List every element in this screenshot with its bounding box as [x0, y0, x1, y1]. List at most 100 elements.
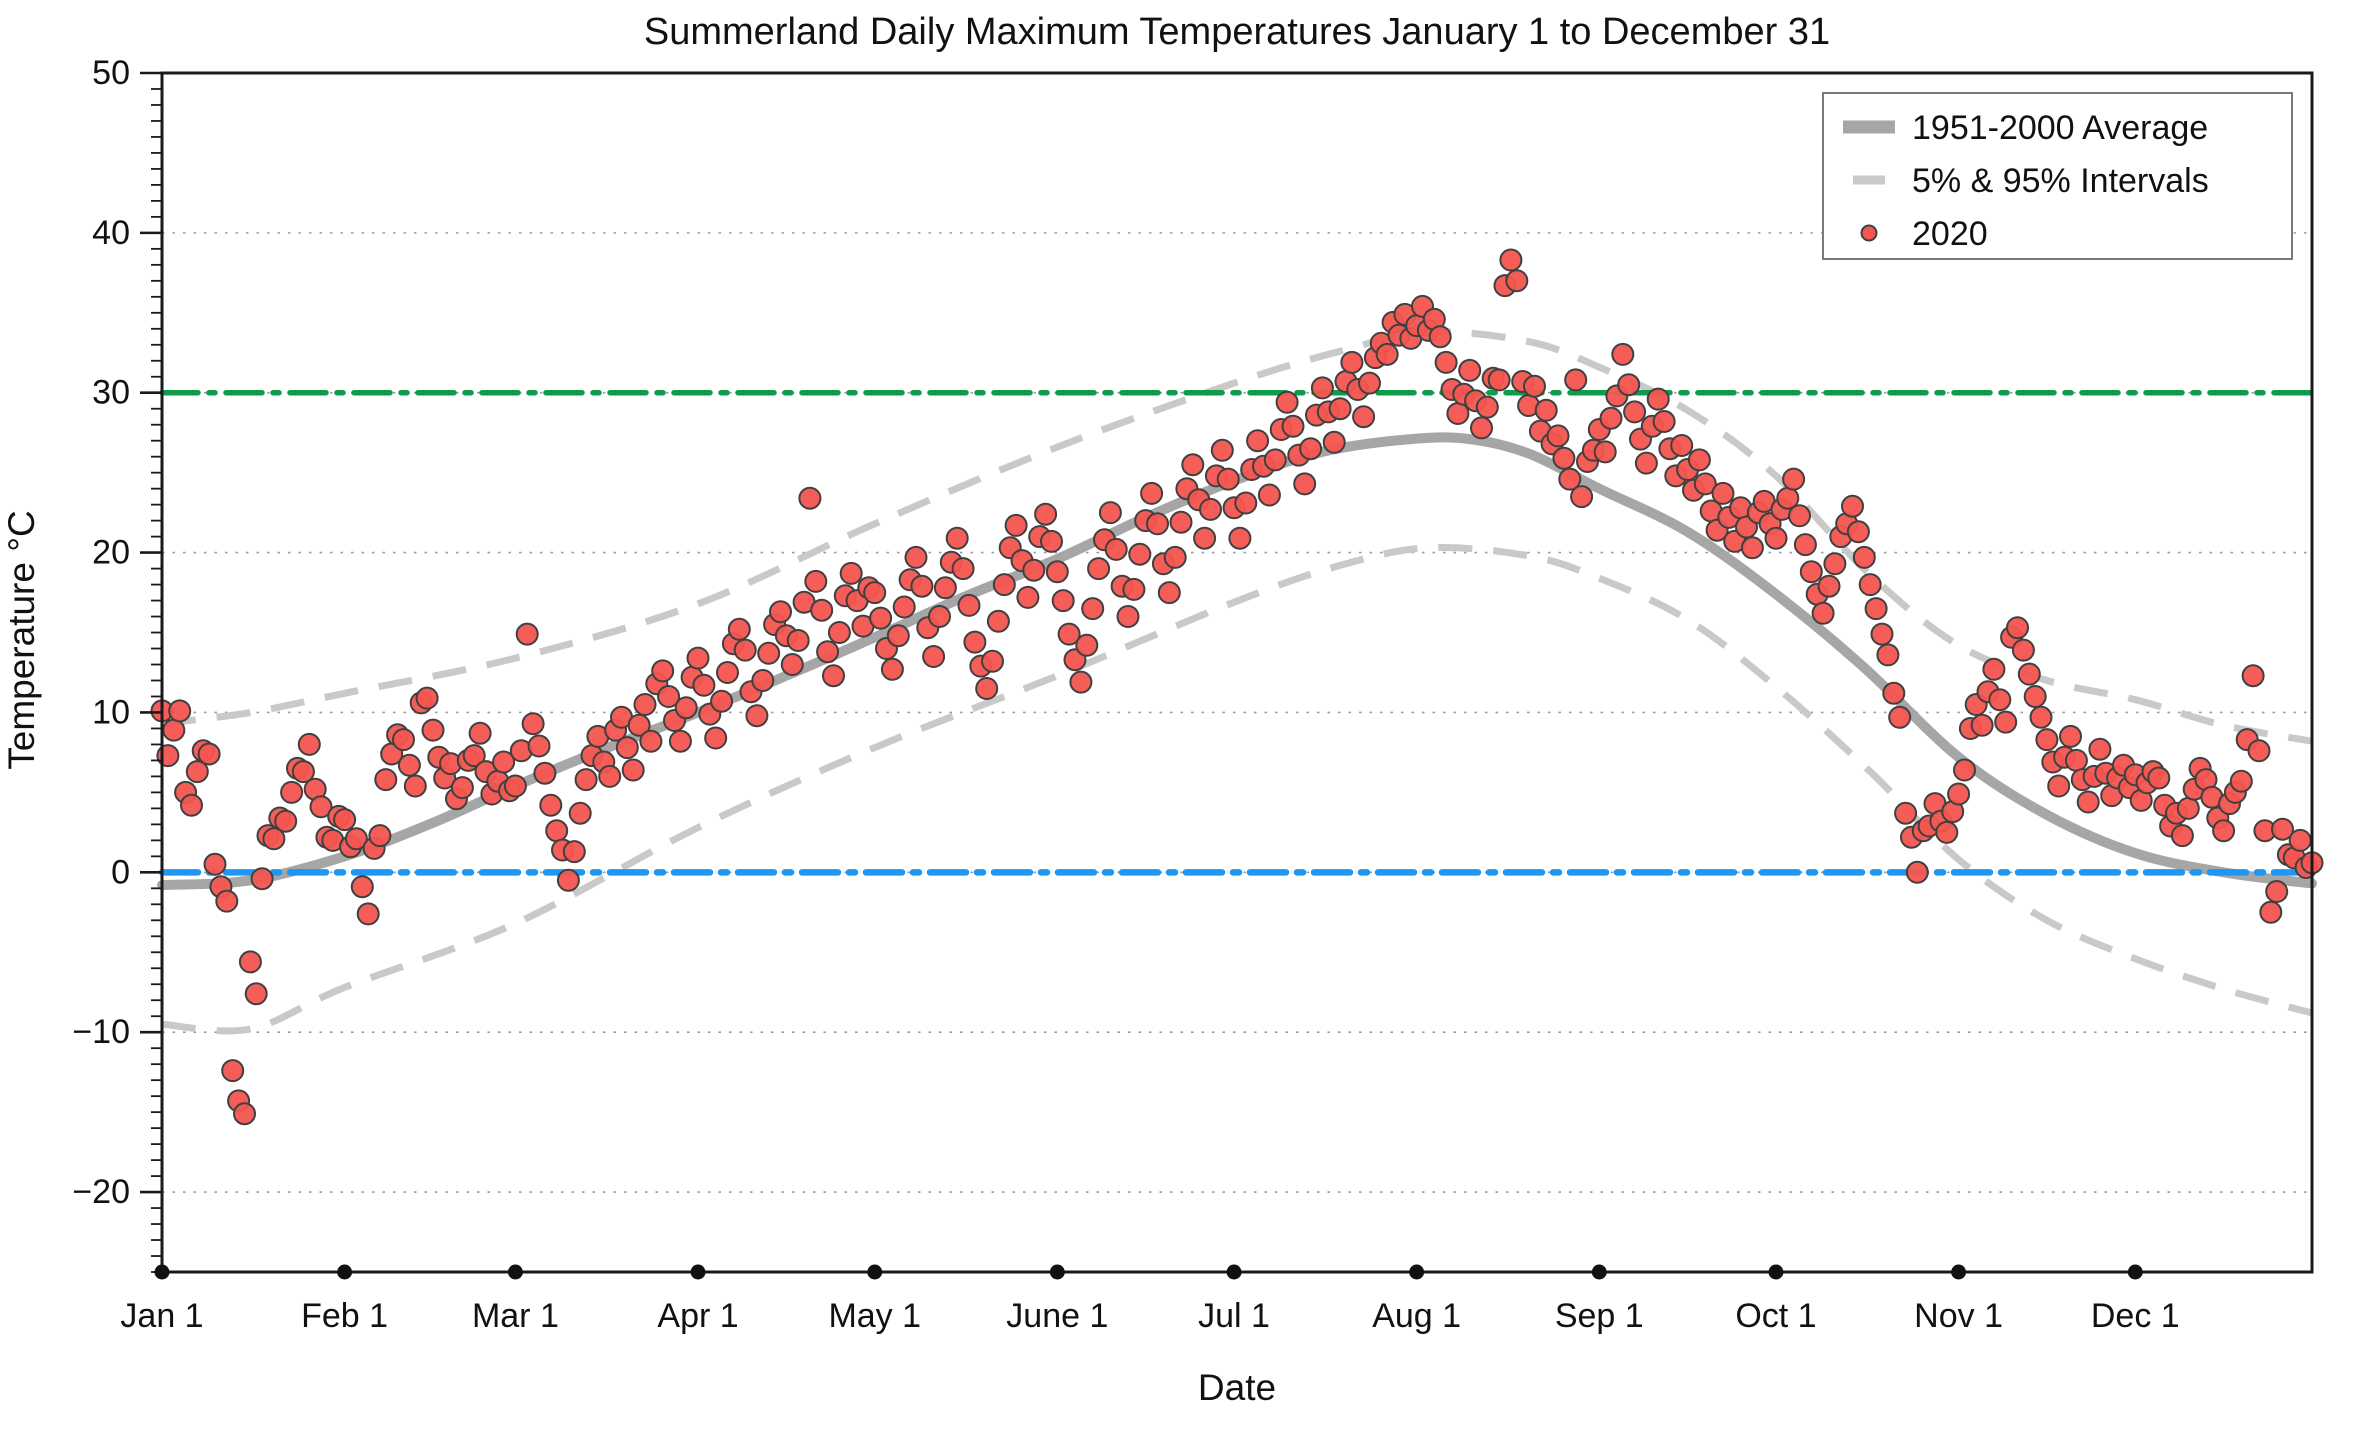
scatter-point: [2288, 828, 2312, 852]
scatter-point: [1051, 589, 1075, 613]
legend-swatch-2020-dot: [1860, 224, 1878, 242]
scatter-point: [238, 950, 262, 974]
x-tick-label: Dec 1: [2091, 1297, 2180, 1335]
scatter-point: [816, 640, 840, 664]
scatter-point: [1310, 376, 1334, 400]
scatter-point: [1982, 657, 2006, 681]
lower-5-interval-curve: [161, 543, 2313, 1035]
scatter-point: [1475, 395, 1499, 419]
scatter-point: [704, 726, 728, 750]
scatter-point: [710, 689, 734, 713]
scatter-point: [1811, 601, 1835, 625]
scatter-point: [197, 742, 221, 766]
scatter-point: [1988, 688, 2012, 712]
month-dot: [2127, 1264, 2143, 1280]
month-dot: [154, 1264, 170, 1280]
scatter-point: [1263, 448, 1287, 472]
scatter-point: [1994, 710, 2018, 734]
scatter-point: [1935, 820, 1959, 844]
scatter-point: [162, 718, 186, 742]
scatter-point: [1894, 801, 1918, 825]
scatter-point: [1040, 529, 1063, 553]
scatter-point: [1210, 438, 1234, 462]
scatter-point: [1434, 350, 1458, 374]
y-axis-title: Temperature °C: [1, 510, 42, 770]
scatter-point: [492, 750, 516, 774]
scatter-point: [880, 657, 904, 681]
scatter-point: [309, 795, 333, 819]
scatter-point: [1322, 430, 1346, 454]
y-tick-label: 40: [92, 214, 130, 252]
scatter-point: [786, 629, 810, 652]
scatter-point: [468, 721, 492, 745]
scatter-point: [757, 641, 781, 665]
scatter-point: [1228, 526, 1252, 550]
scatter-point: [1446, 402, 1470, 425]
scatter-point: [1546, 424, 1570, 448]
scatter-point: [674, 696, 698, 720]
scatter-point: [2017, 662, 2041, 686]
scatter-point: [804, 569, 828, 593]
scatter-point: [2147, 766, 2171, 790]
scatter-point: [651, 659, 675, 683]
scatter-point: [397, 753, 421, 777]
scatter-points: [150, 248, 2324, 1126]
scatter-point: [822, 664, 845, 688]
scatter-point: [810, 598, 834, 622]
scatter-point: [2170, 824, 2194, 848]
scatter-point: [2029, 705, 2053, 729]
scatter-point: [2176, 796, 2200, 820]
x-tick-label: Aug 1: [1372, 1297, 1461, 1335]
scatter-point: [233, 1102, 256, 1126]
scatter-point: [1193, 526, 1217, 550]
scatter-point: [1140, 481, 1164, 505]
scatter-point: [1570, 485, 1594, 509]
scatter-point: [1169, 510, 1193, 534]
scatter-point: [539, 793, 563, 817]
scatter-point: [1870, 622, 1894, 646]
scatter-point: [515, 622, 539, 646]
axes: 50 40 30 20 10 0 −10 −20 Jan 1 Feb 1 Mar 1 Apr 1 May…: [72, 54, 2314, 1335]
y-tick-label: 30: [92, 374, 130, 412]
scatter-point: [1128, 542, 1152, 566]
scatter-point: [1823, 552, 1847, 576]
y-tick-label: −20: [72, 1173, 130, 1211]
scatter-point: [374, 768, 398, 792]
y-tick-label: 50: [92, 54, 130, 92]
scatter-point: [692, 673, 716, 697]
scatter-point: [574, 768, 598, 792]
scatter-point: [986, 609, 1010, 633]
scatter-point: [1299, 437, 1323, 461]
scatter-point: [562, 840, 586, 864]
scatter-point: [639, 729, 663, 753]
scatter-point: [751, 669, 775, 692]
scatter-point: [2059, 724, 2082, 748]
scatter-point: [1693, 472, 1717, 496]
scatter-point: [1199, 497, 1222, 521]
scatter-point: [415, 686, 439, 710]
scatter-point: [2011, 638, 2035, 662]
month-dot: [690, 1264, 706, 1280]
y-tick-label: 0: [111, 853, 130, 891]
scatter-point: [1646, 387, 1670, 411]
scatter-point: [1953, 758, 1976, 782]
scatter-point: [733, 638, 757, 662]
scatter-point: [2259, 900, 2283, 924]
scatter-point: [1057, 622, 1081, 646]
scatter-point: [928, 605, 951, 628]
scatter-point: [1558, 467, 1582, 491]
scatter-point: [1799, 560, 1823, 584]
x-tick-label: Oct 1: [1735, 1297, 1816, 1335]
reference-lines: [158, 389, 2316, 876]
scatter-point: [1428, 325, 1452, 349]
gridlines: [162, 232, 2312, 1193]
scatter-point: [274, 809, 298, 833]
scatter-point: [1104, 537, 1128, 561]
scatter-point: [2047, 774, 2071, 798]
scatter-point: [1146, 512, 1169, 536]
scatter-point: [1163, 545, 1187, 569]
scatter-point: [2088, 737, 2112, 761]
scatter-point: [2271, 817, 2294, 841]
scatter-point: [221, 1059, 245, 1083]
